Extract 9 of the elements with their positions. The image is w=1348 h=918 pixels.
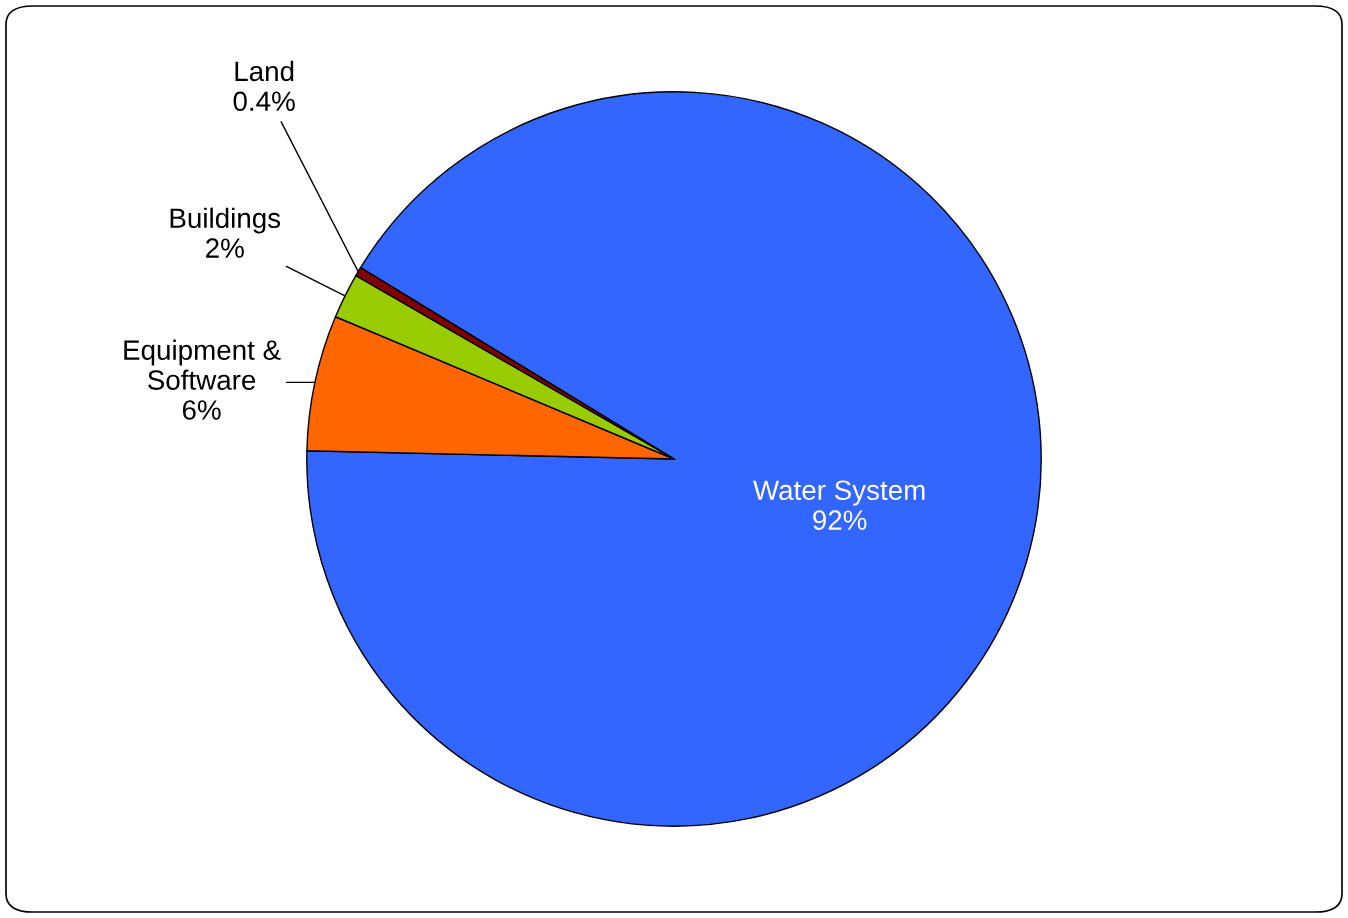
slice-label: Land — [235, 60, 294, 82]
data-label: 0.4% — [233, 91, 295, 112]
slice-label: Equipment & Software — [124, 339, 281, 390]
data-label: 2% — [206, 238, 244, 258]
slice-label: Buildings — [170, 207, 281, 234]
pie-slice — [306, 91, 1042, 827]
data-label: 92% — [813, 510, 867, 530]
slice-label: Water System — [753, 480, 925, 506]
data-label: 6% — [182, 400, 221, 420]
